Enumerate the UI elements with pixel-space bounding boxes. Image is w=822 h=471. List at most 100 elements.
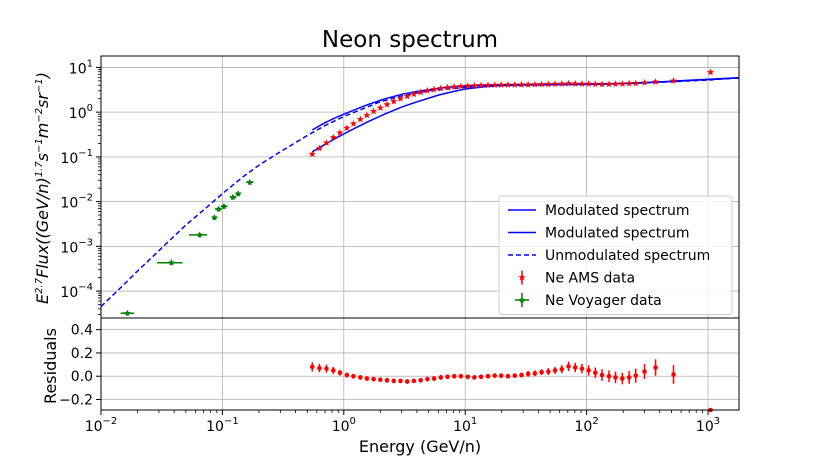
voyager-data-point [210,213,218,221]
residual-point [458,373,464,379]
ams-data-point [571,79,579,87]
bottom-panel-grid [100,318,739,410]
legend-label: Ne Voyager data [545,293,662,309]
ams-data-point [524,80,532,88]
residual-point [391,378,397,384]
y-tick-label-top: 10−3 [60,237,93,256]
ams-data-point [470,81,479,89]
ams-data-point [396,94,405,102]
y-tick-label-top: 101 [69,58,93,77]
ams-data-point [464,82,472,90]
ams-data-point [706,68,715,76]
ams-data-point [417,88,425,96]
ams-data-point [450,82,458,90]
residual-point [404,379,410,384]
ams-data-point [551,80,559,88]
ams-data-point [363,111,371,119]
residual-point [478,374,484,380]
data-markers [120,68,715,317]
residual-point [653,365,658,370]
residual-point [539,369,544,375]
ams-data-point [511,80,519,88]
residual-point [324,366,329,371]
y-tick-label-top: 10−2 [60,193,93,212]
ams-data-point [618,79,627,87]
residual-point [559,366,565,372]
ams-data-point [477,81,485,89]
ams-data-point [369,107,378,115]
ams-data-point [611,80,620,88]
bottom-panel-frame [100,317,740,411]
chart-title: Neon spectrum [322,27,498,53]
residual-point [505,373,511,379]
ams-data-point [491,81,499,89]
voyager-data-point [124,309,131,317]
residual-point [371,376,376,382]
ams-data-point [356,115,364,123]
residual-point [620,376,625,381]
x-tick-label: 10−1 [206,416,239,435]
ams-data-point [517,80,526,88]
ams-data-point [376,103,385,111]
residual-point [606,373,612,379]
residual-point [451,373,457,379]
legend-label: Ne AMS data [545,271,635,287]
legend-label: Modulated spectrum [545,226,690,242]
ams-data-point [383,100,391,108]
residual-point [331,368,336,373]
residual-point [438,375,444,380]
residual-point [566,364,571,369]
x-tick-label: 103 [696,416,720,435]
ams-data-point [329,133,338,141]
residual-point [309,364,315,370]
ams-data-point [558,79,566,87]
ams-data-point [308,150,316,158]
residual-point [485,373,491,379]
ams-data-point [531,80,539,88]
x-axis-label: Energy (GeV/n) [359,437,481,456]
residual-point [472,375,477,380]
ams-data-point [423,86,432,94]
legend-label: Modulated spectrum [545,203,690,219]
y-tick-label-bottom: 0.0 [71,369,93,385]
ams-data-point [336,128,344,136]
voyager-data-point [220,202,228,210]
residual-point [532,371,538,376]
residual-point [546,369,551,374]
ams-data-point [632,79,640,87]
ams-data-point [343,124,351,132]
residual-point [344,372,350,378]
residual-point [586,368,591,373]
y-tick-label-bottom: −0.2 [59,393,93,409]
ams-data-point [443,83,452,91]
residual-point [425,376,430,382]
y-tick-label-top: 100 [69,103,93,122]
ams-data-point [625,79,633,87]
residual-point [384,378,390,383]
residual-point [671,372,676,377]
legend-box [498,195,733,315]
ams-data-point [669,77,678,84]
residual-point [572,365,578,370]
y-tick-label-top: 10−1 [60,148,93,167]
residual-point [418,378,424,383]
modulated-spectrum-curve-1 [311,77,740,153]
residual-point [351,373,356,379]
panel-frames [100,55,740,411]
residual-point [398,378,403,384]
voyager-data-point [246,178,254,186]
ams-data-point [349,119,358,127]
residual-point [317,365,322,371]
axis-ticks: 10−2 10−1 100 101 102 103 10−4 10−3 10−2 10−1 100 1… [59,58,720,435]
ams-data-point [605,80,613,88]
residual-point [378,377,383,383]
voyager-data-point [196,231,204,238]
x-tick-label: 100 [332,416,356,435]
y-tick-label-bottom: 0.4 [71,323,93,339]
voyager-data-point [215,205,222,213]
voyager-data-point [167,259,175,266]
ams-data-point [652,78,660,85]
ams-data-point [544,80,553,88]
residual-point [642,369,647,374]
